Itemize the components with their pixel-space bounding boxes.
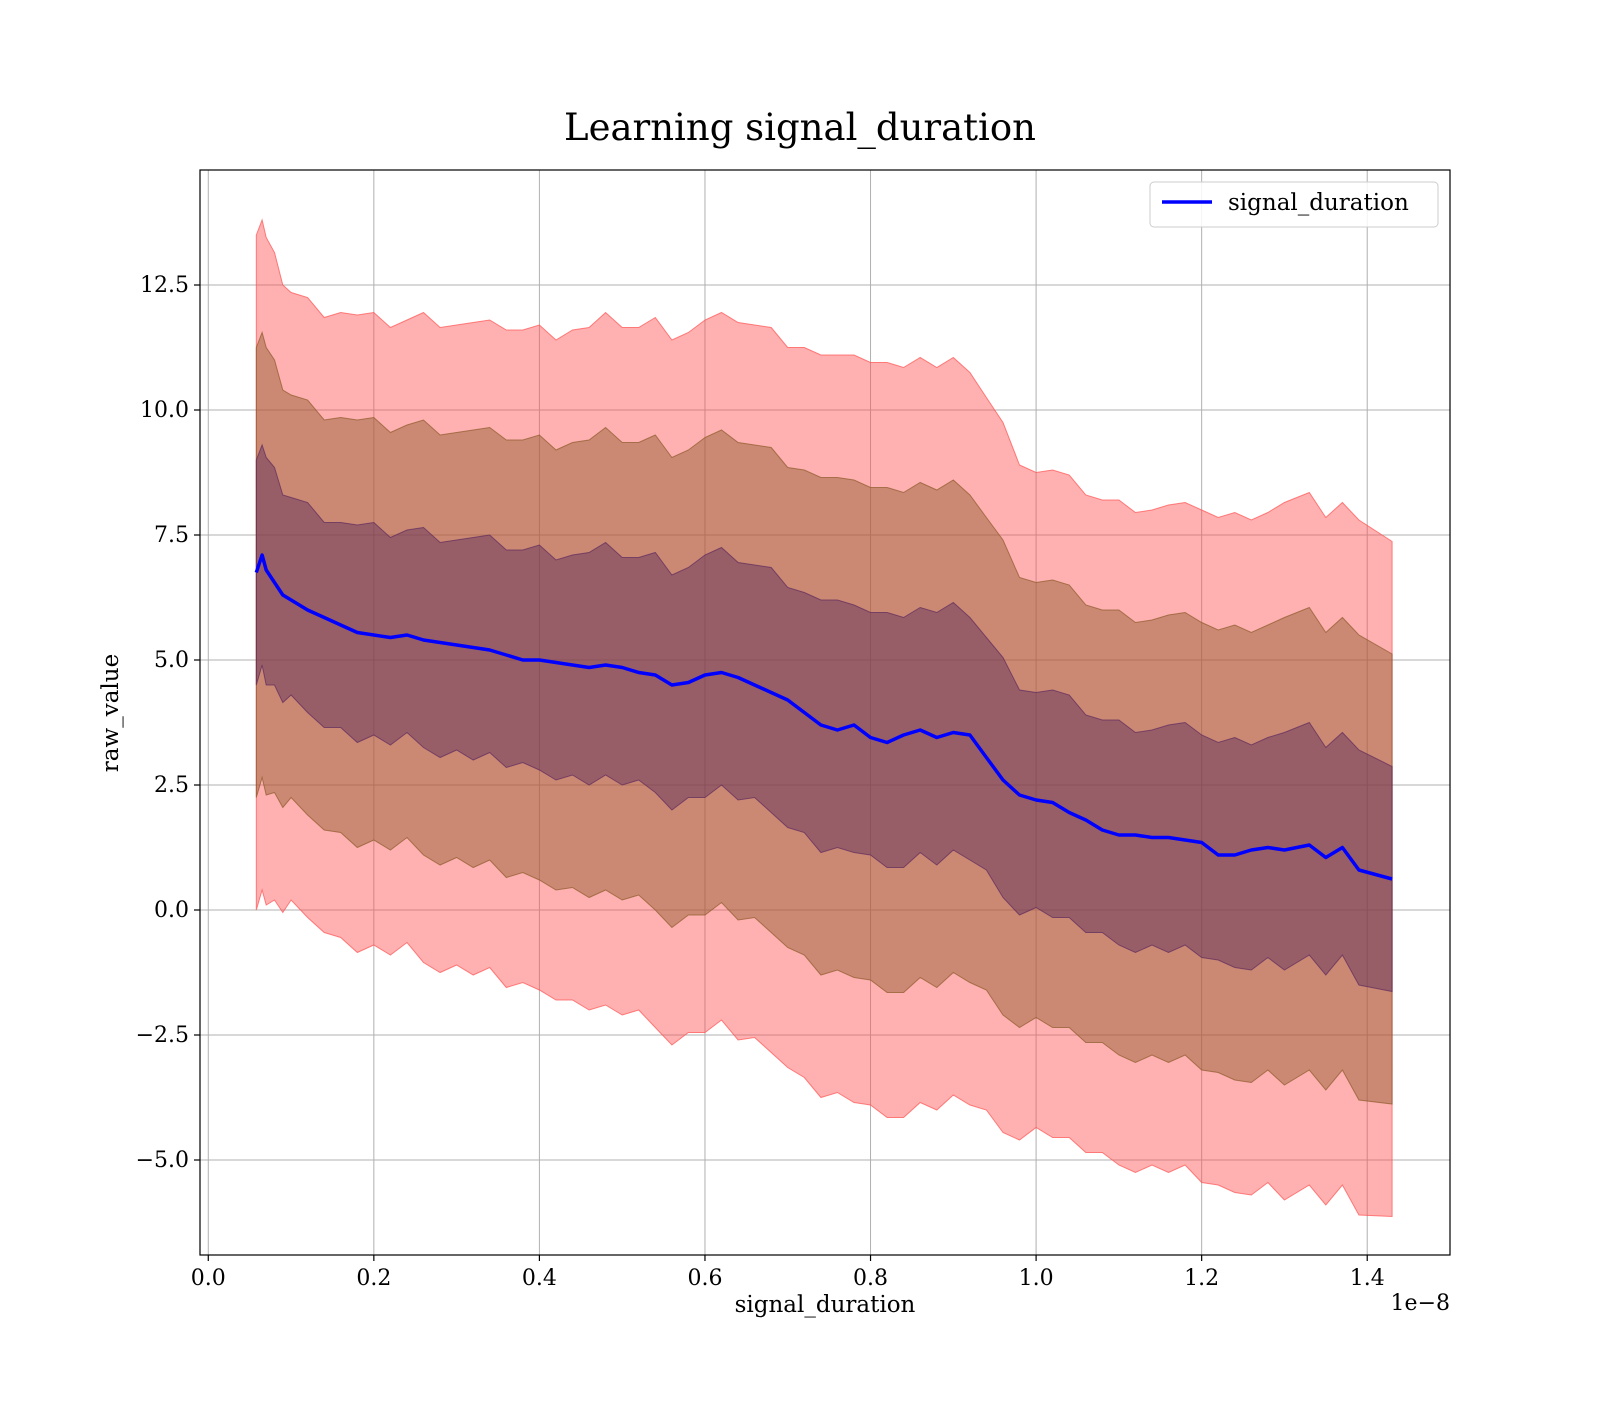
series-line-signal-duration bbox=[254, 553, 1393, 881]
x-tick-label: 1.0 bbox=[1019, 1266, 1054, 1291]
x-tick-label: 0.0 bbox=[191, 1266, 226, 1291]
plot-frame bbox=[199, 169, 1451, 1256]
legend-label: signal_duration bbox=[1228, 190, 1409, 216]
y-tick-label: 0.0 bbox=[154, 898, 189, 923]
y-tick-label: 7.5 bbox=[154, 523, 189, 548]
x-tick-label: 1.2 bbox=[1184, 1266, 1219, 1291]
y-tick-label: 5.0 bbox=[154, 648, 189, 673]
x-tick-label: 0.8 bbox=[853, 1266, 888, 1291]
legend: signal_duration bbox=[1149, 181, 1439, 228]
y-axis-ticks: −5.0 −2.5 0.0 2.5 5.0 7.5 10.0 12.5 bbox=[136, 273, 200, 1173]
series-lines bbox=[254, 553, 1393, 881]
y-tick-label: 2.5 bbox=[154, 773, 189, 798]
y-tick-label: −2.5 bbox=[136, 1023, 189, 1048]
y-tick-label: 12.5 bbox=[140, 273, 189, 298]
y-tick-label: 10.0 bbox=[140, 398, 189, 423]
chart-title: Learning signal_duration bbox=[564, 106, 1036, 150]
uncertainty-bands bbox=[255, 218, 1393, 1218]
grid bbox=[200, 170, 1450, 1255]
band-2-sigma bbox=[255, 330, 1393, 1105]
x-tick-label: 0.2 bbox=[356, 1266, 391, 1291]
band-1-sigma bbox=[255, 443, 1393, 993]
x-tick-label: 1.4 bbox=[1350, 1266, 1385, 1291]
band-3-sigma bbox=[255, 218, 1393, 1218]
x-tick-label: 0.4 bbox=[522, 1266, 557, 1291]
y-tick-label: −5.0 bbox=[136, 1148, 189, 1173]
x-axis-ticks: 0.0 0.2 0.4 0.6 0.8 1.0 1.2 1.4 bbox=[191, 1255, 1385, 1291]
y-axis-label: raw_value bbox=[98, 654, 124, 772]
x-axis-offset-text: 1e−8 bbox=[1391, 1291, 1450, 1316]
x-tick-label: 0.6 bbox=[687, 1266, 722, 1291]
x-axis-label: signal_duration bbox=[735, 1292, 916, 1318]
legend-box bbox=[1149, 181, 1439, 228]
